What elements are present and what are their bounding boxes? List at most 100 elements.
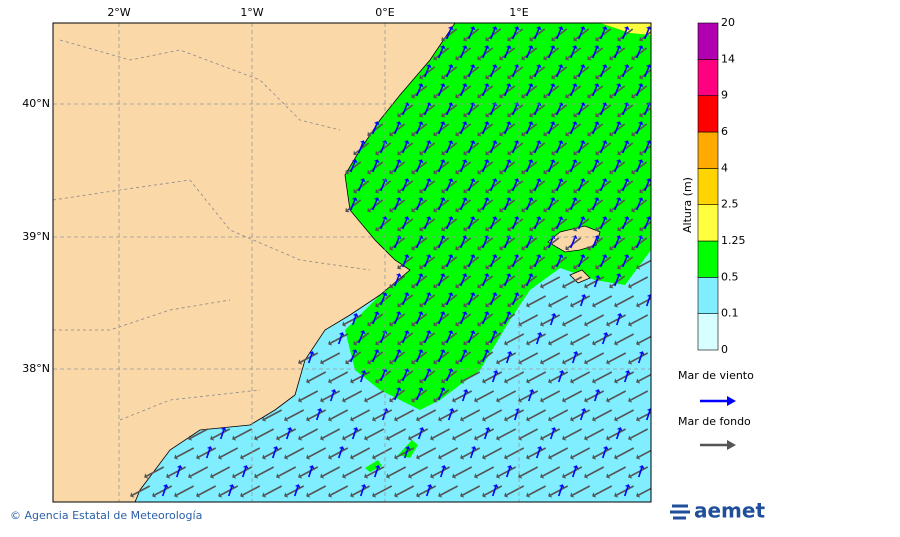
arrow-shaft: [308, 409, 327, 420]
arrow-head: [601, 26, 608, 31]
arrow-head: [447, 216, 454, 221]
arrow-head: [485, 188, 490, 194]
arrow-shaft: [322, 352, 341, 363]
arrow-shaft: [511, 180, 518, 192]
arrow-head: [342, 397, 347, 403]
arrow-head: [540, 473, 545, 479]
arrow-head: [345, 359, 350, 365]
arrow-head: [408, 435, 413, 441]
arrow-shaft: [322, 428, 341, 439]
arrow-head: [593, 235, 600, 240]
arrow-head: [375, 226, 380, 232]
arrow-shaft: [638, 335, 651, 344]
arrow-head: [417, 387, 424, 392]
arrow-shaft: [391, 123, 406, 135]
arrow-head: [602, 446, 609, 450]
arrow-shaft: [401, 104, 408, 116]
arrow-shaft: [443, 180, 458, 192]
arrow-head: [595, 188, 600, 194]
arrow-shaft: [611, 275, 626, 287]
arrow-shaft: [457, 47, 472, 59]
arrow-head: [328, 454, 333, 460]
arrow-head: [440, 465, 447, 469]
arrow-head: [645, 64, 651, 68]
arrow-shaft: [396, 485, 415, 496]
arrow-shaft: [608, 314, 627, 325]
arrow-shaft: [564, 314, 583, 325]
arrow-shaft: [467, 104, 474, 116]
arrow-shaft: [545, 47, 560, 59]
arrow-shaft: [589, 123, 604, 135]
legend-arrow: [700, 440, 736, 450]
arrow-shaft: [577, 256, 584, 268]
arrow-shaft: [410, 466, 429, 477]
arrow-head: [430, 435, 435, 441]
arrow-head: [571, 121, 578, 126]
arrow-shaft: [415, 85, 422, 97]
arrow-shaft: [520, 466, 539, 477]
arrow-shaft: [621, 66, 628, 78]
arrow-shaft: [633, 199, 648, 211]
arrow-head: [639, 74, 644, 80]
arrow-shaft: [300, 466, 319, 477]
arrow-head: [628, 397, 633, 403]
arrow-head: [447, 292, 454, 297]
arrow-shaft: [503, 275, 510, 287]
arrow-shaft: [377, 294, 392, 306]
arrow-head: [483, 45, 490, 50]
arrow-head: [584, 397, 589, 403]
arrow-head: [595, 150, 600, 156]
arrow-head: [482, 416, 487, 422]
logo-text: aemet: [694, 499, 765, 523]
region-border: [53, 39, 371, 421]
arrow-shaft: [220, 485, 239, 496]
arrow-shaft: [613, 237, 620, 249]
arrow-shaft: [547, 47, 554, 59]
arrow-head: [636, 264, 641, 270]
arrow-head: [548, 454, 553, 460]
arrow-shaft: [547, 161, 554, 173]
arrow-shaft: [621, 28, 628, 40]
arrow-head: [548, 378, 553, 384]
arrow-shaft: [371, 161, 378, 173]
colorbar-label: 4: [721, 161, 728, 174]
arrow-head: [254, 473, 259, 479]
arrow-shaft: [443, 66, 458, 78]
arrow-head: [403, 368, 410, 373]
arrow-shaft: [307, 353, 313, 364]
arrow-head: [381, 368, 388, 373]
arrow-shaft: [417, 429, 423, 440]
arrow-head: [615, 197, 622, 202]
arrow-head: [411, 359, 416, 365]
arrow-shaft: [329, 391, 335, 402]
arrow-shaft: [643, 218, 650, 230]
arrow-shaft: [308, 485, 327, 496]
colorbar-segment: [697, 168, 719, 205]
arrow-head: [557, 254, 564, 259]
arrow-shaft: [489, 66, 496, 78]
arrow-head: [433, 207, 438, 213]
arrow-shaft: [567, 161, 582, 173]
arrow-head: [419, 112, 424, 118]
arrow-shaft: [555, 256, 562, 268]
arrow-shaft: [415, 313, 422, 325]
arrow-shaft: [635, 123, 642, 135]
arrow-shaft: [641, 68, 651, 78]
arrow-shaft: [437, 237, 444, 249]
arrow-shaft: [264, 485, 283, 496]
arrow-shaft: [467, 256, 474, 268]
arrow-head: [587, 93, 592, 99]
arrow-head: [447, 26, 454, 31]
arrow-head: [535, 178, 542, 183]
colorbar-segment: [697, 59, 719, 96]
arrow-shaft: [572, 409, 591, 420]
arrow-head: [455, 359, 460, 365]
arrow-head: [395, 311, 402, 316]
arrow-head: [614, 492, 619, 498]
arrow-head: [536, 332, 543, 336]
grid-lines: [53, 23, 651, 502]
arrow-head: [645, 26, 651, 30]
arrow-head: [188, 473, 193, 479]
arrow-shaft: [220, 447, 239, 458]
arrow-head: [425, 368, 432, 373]
